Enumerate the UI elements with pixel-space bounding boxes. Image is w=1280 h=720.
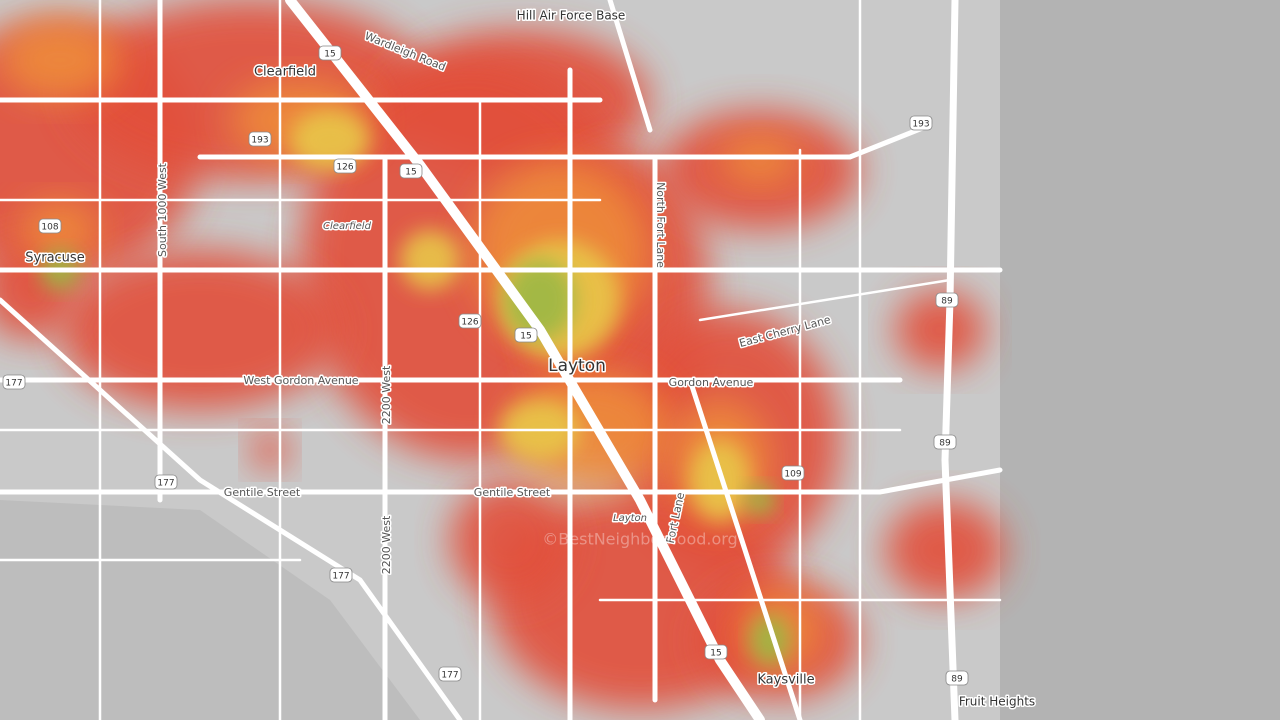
route-shield (329, 567, 353, 583)
heat-blob (400, 230, 460, 290)
route-number: 108 (41, 223, 58, 233)
route-number: 177 (441, 671, 458, 681)
road-label: Gordon Avenue (669, 376, 754, 389)
route-shield (333, 158, 357, 174)
route-number: 15 (520, 332, 531, 342)
road (285, 0, 765, 720)
road-label: North Fort Lane (654, 182, 667, 268)
route-shield (438, 666, 462, 682)
route-shield (2, 374, 26, 390)
road (941, 0, 959, 720)
road-label: Gentile Street (474, 486, 551, 499)
heat-blob (895, 290, 985, 370)
road (197, 122, 933, 160)
route-shield (154, 474, 178, 490)
route-shield (514, 327, 538, 343)
road (607, 0, 653, 133)
watermark: ©BestNeighborhood.org (542, 530, 737, 549)
route-shield (704, 644, 728, 660)
place-label: Fruit Heights (959, 695, 1035, 709)
route-number: 193 (912, 120, 929, 130)
heat-blob (290, 110, 370, 170)
heat-blob (505, 260, 575, 340)
route-number: 89 (941, 297, 953, 307)
route-shield (909, 115, 933, 131)
lake-area (0, 500, 420, 720)
place-label: Clearfield (254, 65, 316, 80)
route-shield (933, 434, 957, 450)
mountains (1000, 0, 1280, 720)
route-shield (38, 218, 62, 234)
road-label: 2200 West (380, 515, 393, 574)
route-number: 15 (405, 168, 416, 178)
heat-blob (250, 430, 290, 470)
route-shield (318, 45, 342, 61)
heat-blob (60, 250, 340, 410)
area-label: Clearfield (323, 221, 372, 232)
roads (0, 0, 1003, 720)
road-label: South 1000 West (156, 162, 169, 257)
route-number: 193 (251, 136, 268, 146)
road-label: 2200 West (380, 365, 393, 424)
route-number: 177 (5, 379, 22, 389)
route-number: 177 (157, 479, 174, 489)
route-number: 177 (332, 572, 349, 582)
road (698, 278, 952, 322)
route-shield (945, 670, 969, 686)
route-shield (781, 465, 805, 481)
route-number: 15 (324, 50, 335, 60)
route-shield (935, 292, 959, 308)
route-number: 89 (951, 675, 963, 685)
place-label: Kaysville (757, 673, 814, 688)
place-label: Layton (548, 356, 606, 376)
place-label: Syracuse (25, 251, 84, 266)
route-number: 89 (939, 439, 951, 449)
route-number: 109 (784, 470, 801, 480)
heat-blob (720, 135, 800, 185)
place-label: Hill Air Force Base (517, 9, 626, 23)
route-shield (458, 313, 482, 329)
route-number: 126 (461, 318, 478, 328)
road-label: West Gordon Avenue (243, 374, 358, 387)
road (687, 377, 803, 720)
shields: 15 193 126 15 108 126 15 177 177 89 89 109 177 15 177 8… (2, 45, 969, 686)
route-shield (248, 131, 272, 147)
route-number: 126 (336, 163, 353, 173)
road-label: Gentile Street (224, 486, 301, 499)
road (0, 467, 1003, 495)
area-label: Layton (613, 513, 647, 524)
route-number: 15 (710, 649, 721, 659)
heat-blob (0, 20, 120, 100)
route-shield (399, 163, 423, 179)
